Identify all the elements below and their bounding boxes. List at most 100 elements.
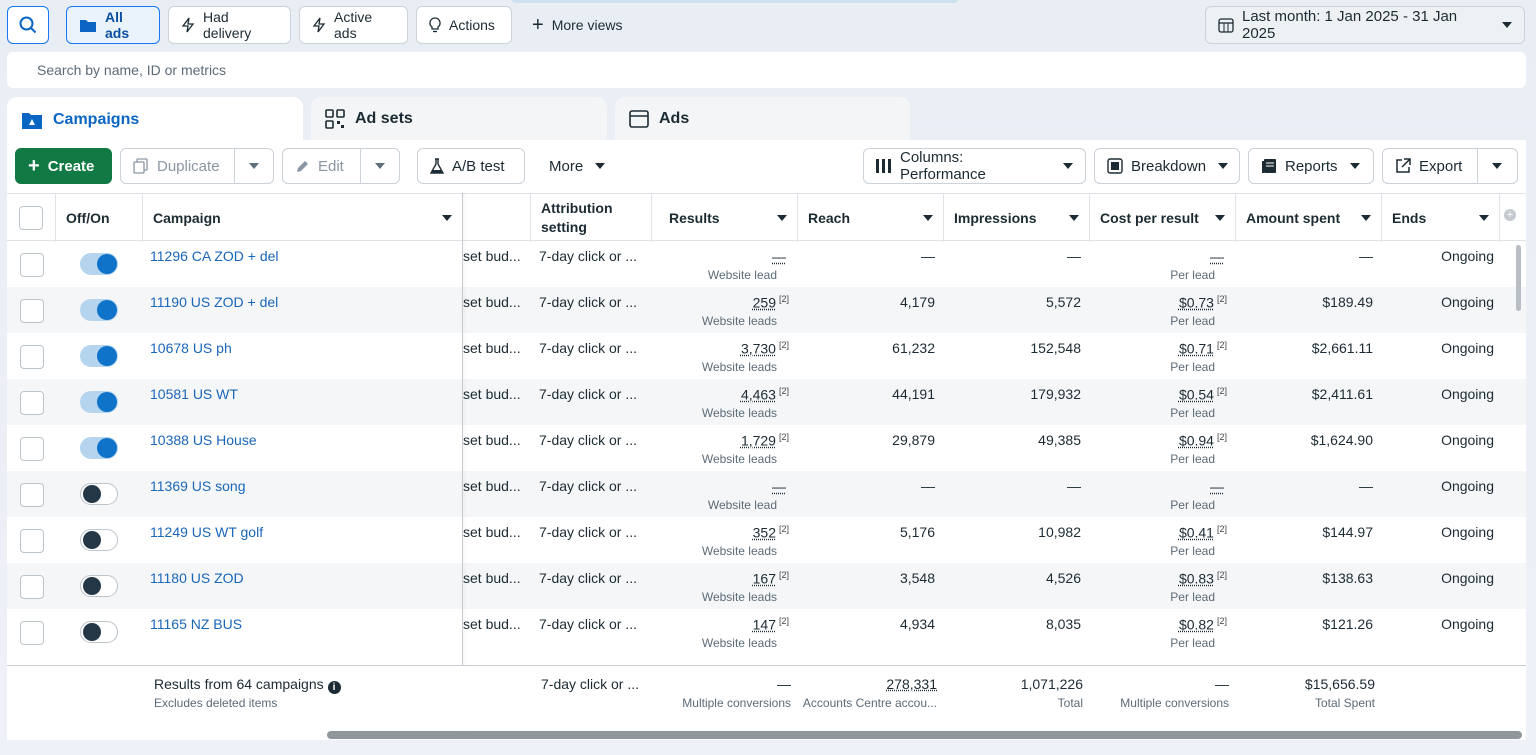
flask-icon xyxy=(430,158,444,174)
row-checkbox[interactable] xyxy=(20,391,44,415)
campaign-name-link[interactable]: 10581 US WT xyxy=(150,386,238,402)
budget-cell: set bud... xyxy=(463,294,521,310)
view-active-ads[interactable]: Active ads xyxy=(299,6,408,44)
column-header-impressions[interactable]: Impressions xyxy=(943,194,1089,242)
tab-campaigns[interactable]: Campaigns xyxy=(7,97,303,142)
cost-per-result-sub: Per lead xyxy=(1170,360,1215,374)
campaign-toggle[interactable] xyxy=(80,253,118,275)
search-input[interactable]: Search by name, ID or metrics xyxy=(7,52,1526,88)
campaign-toggle[interactable] xyxy=(80,345,118,367)
view-all-ads[interactable]: All ads xyxy=(66,6,160,44)
chevron-down-icon[interactable] xyxy=(1492,163,1502,169)
date-range-picker[interactable]: Last month: 1 Jan 2025 - 31 Jan 2025 xyxy=(1205,6,1525,44)
campaign-name-link[interactable]: 11165 NZ BUS xyxy=(150,616,243,632)
view-had-delivery[interactable]: Had delivery xyxy=(168,6,291,44)
lightning-icon xyxy=(312,17,326,33)
table-row[interactable]: 11180 US ZOD set bud... 7-day click or ...… xyxy=(7,563,1526,609)
view-actions-label: Actions xyxy=(449,17,495,33)
attribution-cell: 7-day click or ... xyxy=(539,340,638,356)
reach-cell: — xyxy=(921,248,935,264)
select-all-checkbox[interactable] xyxy=(19,206,43,230)
columns-button[interactable]: Columns: Performance xyxy=(863,148,1086,184)
table-row[interactable]: 11165 NZ BUS set bud... 7-day click or ...… xyxy=(7,609,1526,655)
row-checkbox[interactable] xyxy=(20,483,44,507)
campaign-name-link[interactable]: 10678 US ph xyxy=(150,340,232,356)
campaign-toggle[interactable] xyxy=(80,391,118,413)
campaign-name-link[interactable]: 11296 CA ZOD + del xyxy=(150,248,279,264)
sort-chevron-icon xyxy=(1479,215,1489,221)
campaign-name-link[interactable]: 11249 US WT golf xyxy=(150,524,264,540)
table-row[interactable]: 10678 US ph set bud... 7-day click or ... 3… xyxy=(7,333,1526,379)
reports-button[interactable]: Reports xyxy=(1248,148,1374,184)
results-value: 147 xyxy=(752,616,776,633)
tab-ads[interactable]: Ads xyxy=(615,97,910,141)
campaign-toggle[interactable] xyxy=(80,575,118,597)
row-checkbox[interactable] xyxy=(20,437,44,461)
column-header-results[interactable]: Results xyxy=(651,194,797,242)
vertical-scrollbar[interactable] xyxy=(1516,245,1521,311)
amount-spent-cell: $1,624.90 xyxy=(1310,432,1373,448)
campaign-name-link[interactable]: 11180 US ZOD xyxy=(150,570,244,586)
chevron-down-icon[interactable] xyxy=(249,163,259,169)
campaign-name-link[interactable]: 10388 US House xyxy=(150,432,257,448)
row-checkbox[interactable] xyxy=(20,299,44,323)
more-button[interactable]: More xyxy=(537,148,617,184)
column-header-off-on[interactable]: Off/On xyxy=(55,194,142,242)
column-header-reach[interactable]: Reach xyxy=(797,194,943,242)
toggle-knob xyxy=(83,577,101,595)
ab-test-button[interactable]: A/B test xyxy=(417,148,525,184)
duplicate-button[interactable]: Duplicate xyxy=(120,148,274,184)
toggle-knob xyxy=(97,346,117,366)
breakdown-button[interactable]: Breakdown xyxy=(1094,148,1240,184)
sort-chevron-icon xyxy=(1361,215,1371,221)
campaign-toggle[interactable] xyxy=(80,621,118,643)
campaign-toggle[interactable] xyxy=(80,299,118,321)
campaign-toggle[interactable] xyxy=(80,437,118,459)
reach-cell: 61,232 xyxy=(892,340,935,356)
cost-per-result-value: $0.94 xyxy=(1178,432,1214,449)
column-label: setting xyxy=(541,219,587,235)
cost-per-result-value: — xyxy=(1210,248,1224,265)
results-cell: 1,729 [2] xyxy=(741,432,789,449)
attribution-cell: 7-day click or ... xyxy=(539,524,638,540)
results-sub: Website leads xyxy=(701,314,777,328)
info-icon[interactable]: i xyxy=(327,681,341,694)
table-row[interactable]: 11296 CA ZOD + del set bud... 7-day click … xyxy=(7,241,1526,287)
column-label: Amount spent xyxy=(1246,210,1341,226)
table-row[interactable]: 11249 US WT golf set bud... 7-day click or… xyxy=(7,517,1526,563)
column-header-cost-per-result[interactable]: Cost per result xyxy=(1089,194,1235,242)
campaign-name-link[interactable]: 11369 US song xyxy=(150,478,246,494)
tab-ad-sets[interactable]: Ad sets xyxy=(311,97,607,141)
column-header-ends[interactable]: Ends xyxy=(1381,194,1499,242)
results-value: 167 xyxy=(752,570,776,587)
attribution-cell: 7-day click or ... xyxy=(539,570,638,586)
results-footnote: [2] xyxy=(778,340,789,350)
row-checkbox[interactable] xyxy=(20,345,44,369)
chevron-down-icon[interactable] xyxy=(375,163,385,169)
search-placeholder: Search by name, ID or metrics xyxy=(37,62,227,78)
table-row[interactable]: 10581 US WT set bud... 7-day click or ... 4… xyxy=(7,379,1526,425)
table-row[interactable]: 11369 US song set bud... 7-day click or ..… xyxy=(7,471,1526,517)
column-header-campaign[interactable]: Campaign xyxy=(142,194,462,242)
row-checkbox[interactable] xyxy=(20,529,44,553)
column-header-amount-spent[interactable]: Amount spent xyxy=(1235,194,1381,242)
table-row[interactable]: 11190 US ZOD + del set bud... 7-day click … xyxy=(7,287,1526,333)
row-checkbox[interactable] xyxy=(20,575,44,599)
column-header-attribution[interactable]: Attribution setting xyxy=(530,194,651,242)
more-views-button[interactable]: + More views xyxy=(520,6,644,44)
amount-spent-cell: $144.97 xyxy=(1322,524,1373,540)
create-button[interactable]: + Create xyxy=(15,148,112,184)
view-actions[interactable]: Actions xyxy=(416,6,512,44)
table-row[interactable]: 10388 US House set bud... 7-day click or .… xyxy=(7,425,1526,471)
amount-spent-cell: $138.63 xyxy=(1322,570,1373,586)
horizontal-scrollbar[interactable] xyxy=(327,731,1522,739)
search-toggle-button[interactable] xyxy=(7,6,49,44)
cost-per-result-value: $0.73 xyxy=(1178,294,1214,311)
campaign-name-link[interactable]: 11190 US ZOD + del xyxy=(150,294,279,310)
campaign-toggle[interactable] xyxy=(80,529,118,551)
campaign-toggle[interactable] xyxy=(80,483,118,505)
add-column-icon[interactable]: + xyxy=(1504,209,1516,221)
row-checkbox[interactable] xyxy=(20,621,44,645)
cost-per-result-sub: Per lead xyxy=(1170,314,1215,328)
row-checkbox[interactable] xyxy=(20,253,44,277)
